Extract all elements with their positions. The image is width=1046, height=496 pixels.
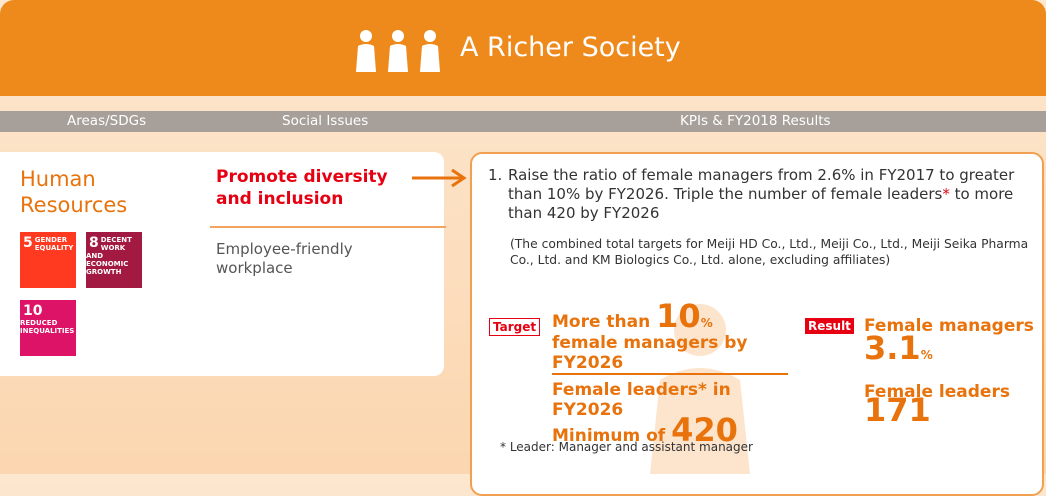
column-label: Social Issues (282, 113, 368, 129)
sdg-number: 5 (23, 235, 33, 251)
value: 10 (656, 297, 701, 335)
text: Raise the ratio of female managers from … (508, 166, 1014, 203)
sdg-number: 8 (89, 235, 99, 251)
kpi-text: Raise the ratio of female managers from … (508, 166, 1032, 223)
text: More than (552, 312, 650, 332)
page: A Richer Society Areas/SDGs Social Issue… (0, 0, 1046, 474)
kpi-number: 1. (488, 166, 502, 184)
result-value: 171 (864, 400, 931, 426)
target-block: More than 10%female managers by FY2026 (552, 306, 762, 373)
value: 171 (864, 391, 931, 429)
footnote: * Leader: Manager and assistant manager (500, 440, 753, 454)
result-label: Female leaders (864, 356, 1010, 376)
area-name: Human Resources (20, 166, 170, 218)
arrow (412, 168, 468, 188)
result-badge: Result (805, 318, 854, 334)
sdg-number: 10 (23, 303, 42, 319)
asterisk: * (942, 185, 950, 203)
people-icon (352, 28, 444, 72)
separator (210, 226, 446, 228)
column-label: Areas/SDGs (67, 113, 146, 129)
separator (552, 373, 788, 375)
unit: % (701, 316, 713, 330)
column-label: KPIs & FY2018 Results (680, 113, 831, 129)
issue: Employee-friendly workplace (216, 240, 416, 278)
text: female managers by FY2026 (552, 333, 748, 373)
title: A Richer Society (460, 32, 681, 63)
target-badge: Target (489, 318, 540, 336)
issue: Promote diversity and inclusion (216, 166, 416, 210)
kpi-note: (The combined total targets for Meiji HD… (510, 236, 1030, 268)
column-bar (0, 111, 1046, 132)
